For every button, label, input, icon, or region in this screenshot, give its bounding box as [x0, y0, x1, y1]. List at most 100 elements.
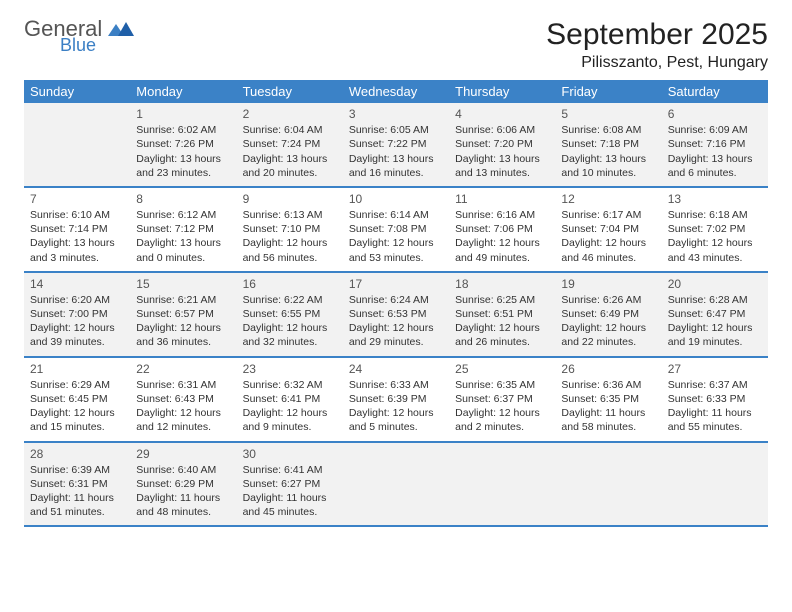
title-block: September 2025 Pilisszanto, Pest, Hungar…	[546, 18, 768, 72]
day-cell: 22Sunrise: 6:31 AMSunset: 6:43 PMDayligh…	[130, 358, 236, 441]
day-day1: Daylight: 12 hours	[30, 406, 124, 420]
day-cell: 20Sunrise: 6:28 AMSunset: 6:47 PMDayligh…	[662, 273, 768, 356]
day-cell: 28Sunrise: 6:39 AMSunset: 6:31 PMDayligh…	[24, 443, 130, 526]
day-day1: Daylight: 12 hours	[243, 236, 337, 250]
day-sunset: Sunset: 7:12 PM	[136, 222, 230, 236]
day-cell	[449, 443, 555, 526]
day-sunrise: Sunrise: 6:31 AM	[136, 378, 230, 392]
day-cell: 14Sunrise: 6:20 AMSunset: 7:00 PMDayligh…	[24, 273, 130, 356]
day-day1: Daylight: 13 hours	[30, 236, 124, 250]
day-day2: and 36 minutes.	[136, 335, 230, 349]
day-cell: 27Sunrise: 6:37 AMSunset: 6:33 PMDayligh…	[662, 358, 768, 441]
day-day2: and 51 minutes.	[30, 505, 124, 519]
day-day2: and 15 minutes.	[30, 420, 124, 434]
day-cell: 15Sunrise: 6:21 AMSunset: 6:57 PMDayligh…	[130, 273, 236, 356]
day-sunset: Sunset: 6:53 PM	[349, 307, 443, 321]
day-number: 13	[668, 191, 762, 207]
day-sunset: Sunset: 6:41 PM	[243, 392, 337, 406]
day-number: 23	[243, 361, 337, 377]
day-day1: Daylight: 11 hours	[136, 491, 230, 505]
calendar-page: General Blue September 2025 Pilisszanto,…	[0, 0, 792, 545]
day-cell	[662, 443, 768, 526]
day-sunrise: Sunrise: 6:32 AM	[243, 378, 337, 392]
day-number: 27	[668, 361, 762, 377]
day-cell: 8Sunrise: 6:12 AMSunset: 7:12 PMDaylight…	[130, 188, 236, 271]
day-sunset: Sunset: 7:06 PM	[455, 222, 549, 236]
day-day1: Daylight: 13 hours	[349, 152, 443, 166]
day-day1: Daylight: 12 hours	[243, 406, 337, 420]
day-number: 30	[243, 446, 337, 462]
day-day1: Daylight: 13 hours	[243, 152, 337, 166]
day-sunrise: Sunrise: 6:12 AM	[136, 208, 230, 222]
day-number: 28	[30, 446, 124, 462]
day-sunset: Sunset: 6:49 PM	[561, 307, 655, 321]
day-cell: 16Sunrise: 6:22 AMSunset: 6:55 PMDayligh…	[237, 273, 343, 356]
day-day1: Daylight: 13 hours	[561, 152, 655, 166]
dow-wed: Wednesday	[343, 80, 449, 103]
month-title: September 2025	[546, 18, 768, 52]
day-sunrise: Sunrise: 6:39 AM	[30, 463, 124, 477]
day-sunset: Sunset: 6:33 PM	[668, 392, 762, 406]
day-sunrise: Sunrise: 6:22 AM	[243, 293, 337, 307]
day-cell: 26Sunrise: 6:36 AMSunset: 6:35 PMDayligh…	[555, 358, 661, 441]
day-day2: and 3 minutes.	[30, 251, 124, 265]
day-cell: 24Sunrise: 6:33 AMSunset: 6:39 PMDayligh…	[343, 358, 449, 441]
day-day2: and 46 minutes.	[561, 251, 655, 265]
day-day1: Daylight: 11 hours	[30, 491, 124, 505]
day-number: 9	[243, 191, 337, 207]
day-day1: Daylight: 12 hours	[668, 321, 762, 335]
day-sunset: Sunset: 6:55 PM	[243, 307, 337, 321]
day-day2: and 49 minutes.	[455, 251, 549, 265]
day-day2: and 48 minutes.	[136, 505, 230, 519]
day-day2: and 45 minutes.	[243, 505, 337, 519]
calendar: Sunday Monday Tuesday Wednesday Thursday…	[24, 80, 768, 527]
day-day2: and 6 minutes.	[668, 166, 762, 180]
day-sunrise: Sunrise: 6:16 AM	[455, 208, 549, 222]
day-cell: 9Sunrise: 6:13 AMSunset: 7:10 PMDaylight…	[237, 188, 343, 271]
day-number: 3	[349, 106, 443, 122]
day-day1: Daylight: 11 hours	[561, 406, 655, 420]
day-sunrise: Sunrise: 6:37 AM	[668, 378, 762, 392]
day-sunset: Sunset: 6:57 PM	[136, 307, 230, 321]
day-day1: Daylight: 12 hours	[243, 321, 337, 335]
day-number: 24	[349, 361, 443, 377]
day-day1: Daylight: 13 hours	[668, 152, 762, 166]
day-day2: and 19 minutes.	[668, 335, 762, 349]
day-day1: Daylight: 12 hours	[136, 406, 230, 420]
day-day2: and 20 minutes.	[243, 166, 337, 180]
day-number: 15	[136, 276, 230, 292]
day-cell: 4Sunrise: 6:06 AMSunset: 7:20 PMDaylight…	[449, 103, 555, 186]
day-sunset: Sunset: 6:31 PM	[30, 477, 124, 491]
day-number: 2	[243, 106, 337, 122]
day-day1: Daylight: 12 hours	[30, 321, 124, 335]
day-day1: Daylight: 13 hours	[136, 152, 230, 166]
day-day2: and 12 minutes.	[136, 420, 230, 434]
day-day1: Daylight: 12 hours	[349, 236, 443, 250]
day-cell	[343, 443, 449, 526]
dow-thu: Thursday	[449, 80, 555, 103]
day-number: 5	[561, 106, 655, 122]
day-number: 10	[349, 191, 443, 207]
day-sunrise: Sunrise: 6:13 AM	[243, 208, 337, 222]
day-sunset: Sunset: 6:37 PM	[455, 392, 549, 406]
day-cell: 25Sunrise: 6:35 AMSunset: 6:37 PMDayligh…	[449, 358, 555, 441]
day-cell: 7Sunrise: 6:10 AMSunset: 7:14 PMDaylight…	[24, 188, 130, 271]
day-sunset: Sunset: 7:04 PM	[561, 222, 655, 236]
day-number: 26	[561, 361, 655, 377]
day-day2: and 55 minutes.	[668, 420, 762, 434]
day-cell: 10Sunrise: 6:14 AMSunset: 7:08 PMDayligh…	[343, 188, 449, 271]
day-cell: 18Sunrise: 6:25 AMSunset: 6:51 PMDayligh…	[449, 273, 555, 356]
logo-mark-icon	[108, 20, 134, 40]
day-sunset: Sunset: 6:27 PM	[243, 477, 337, 491]
location: Pilisszanto, Pest, Hungary	[546, 54, 768, 72]
day-sunset: Sunset: 7:08 PM	[349, 222, 443, 236]
day-day2: and 5 minutes.	[349, 420, 443, 434]
day-sunrise: Sunrise: 6:33 AM	[349, 378, 443, 392]
day-sunset: Sunset: 7:00 PM	[30, 307, 124, 321]
week-row: 28Sunrise: 6:39 AMSunset: 6:31 PMDayligh…	[24, 443, 768, 528]
day-sunrise: Sunrise: 6:05 AM	[349, 123, 443, 137]
day-sunset: Sunset: 7:14 PM	[30, 222, 124, 236]
day-sunrise: Sunrise: 6:06 AM	[455, 123, 549, 137]
day-sunset: Sunset: 7:24 PM	[243, 137, 337, 151]
day-sunrise: Sunrise: 6:20 AM	[30, 293, 124, 307]
